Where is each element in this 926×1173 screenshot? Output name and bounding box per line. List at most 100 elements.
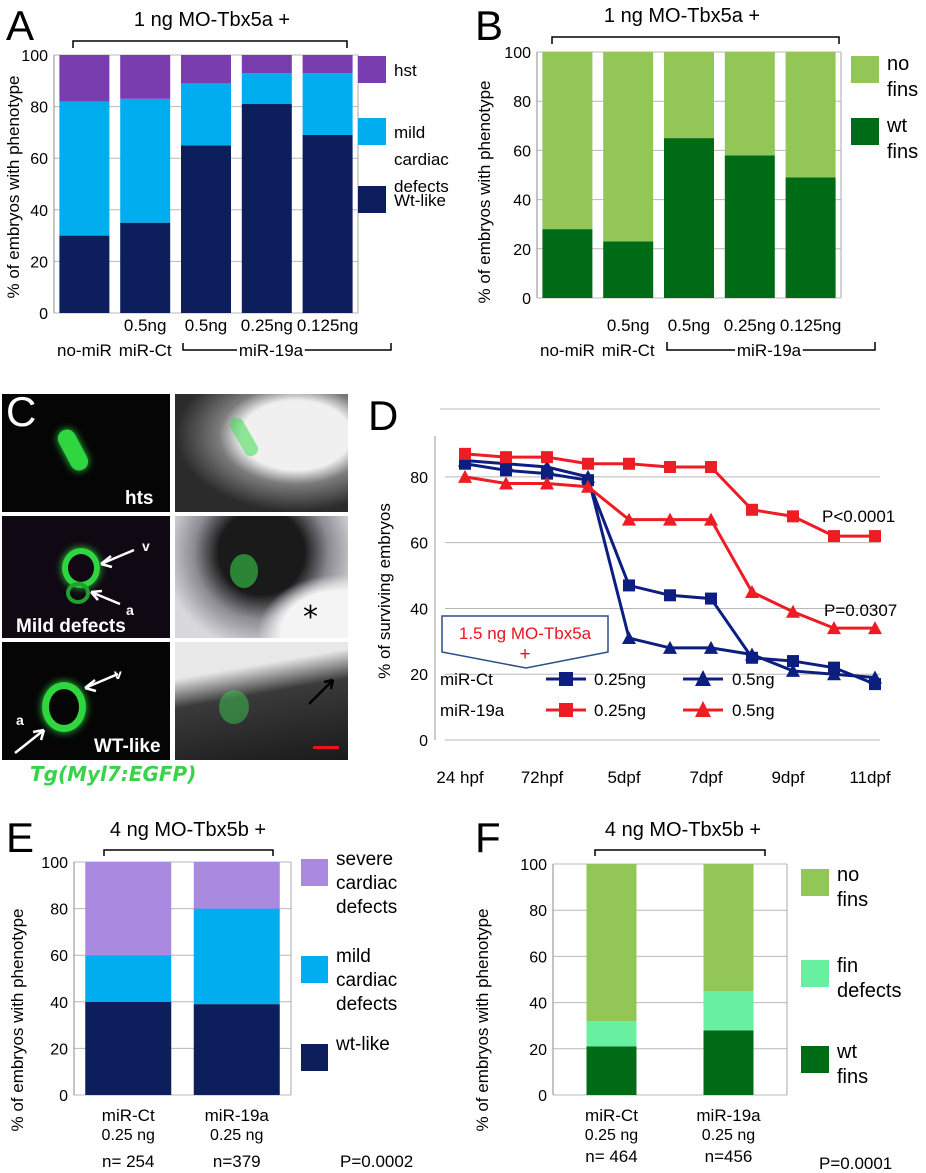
label-hts: hts — [125, 488, 154, 509]
panel-e-legend-label: wt-like — [335, 1034, 390, 1055]
panel-b-chart: 0 20 40 60 80 100 no-miR 0.5ng miR-Ct 0.5ng 0.25ng… — [504, 45, 842, 360]
panel-f-legend-label: defects — [837, 980, 901, 1002]
panel-d-point — [745, 585, 759, 598]
panel-d-point — [827, 667, 841, 681]
panel-e-xtick-label: miR-Ct — [102, 1106, 155, 1125]
panel-e-ytick-label: 20 — [50, 1041, 68, 1058]
panel-letter-b: B — [475, 2, 503, 49]
panel-a-bar-segment — [120, 98, 171, 223]
legend-dose-mirct-025: 0.25ng — [594, 670, 646, 689]
panel-f-dose-label: 0.25 ng — [702, 1127, 755, 1144]
panel-a-xtick-label: 0.5ng — [124, 316, 167, 335]
panel-f: F 4 ng MO-Tbx5b + % of embryos with phen… — [473, 814, 901, 1173]
legend-row-mirct: miR-Ct — [440, 670, 493, 689]
panel-a-ytick-label: 80 — [30, 100, 48, 117]
panel-d-xtick-label: 9dpf — [771, 768, 804, 787]
panel-d-ytick-label: 0 — [419, 733, 428, 750]
panel-d-point — [540, 476, 554, 490]
panel-e-legend-label: severe — [336, 849, 393, 870]
panel-e-ytick-label: 40 — [50, 995, 68, 1012]
panel-b-bar-segment — [542, 52, 593, 230]
transgene-caption: Tg(Myl7:EGFP) — [30, 762, 197, 786]
panel-e-bar-segment — [193, 862, 280, 909]
mild-atrium-signal — [66, 582, 90, 604]
panel-d-chart: 0 20 40 60 80 24 hpf 72hpf 5dpf 7dpf 9dpf 11dpf — [410, 408, 891, 787]
panel-d-point — [705, 461, 717, 474]
panel-a-bar-segment — [241, 55, 292, 74]
panel-d-point — [663, 640, 677, 654]
micrograph-mild-fluorescence: v a Mild defects — [2, 516, 170, 638]
panel-f-legend-label: wt — [836, 1041, 857, 1063]
panel-e-n-label: n=379 — [213, 1152, 261, 1171]
panel-b: B 1 ng MO-Tbx5a + % of embryos with phen… — [475, 2, 918, 363]
panel-a-bar-segment — [181, 55, 231, 84]
panel-f-bar-segment — [703, 1030, 754, 1095]
panel-e-legend-label: cardiac — [336, 970, 397, 991]
panel-d-point — [581, 479, 595, 493]
panel-d-point — [664, 461, 676, 474]
panel-d-point — [500, 451, 512, 464]
panel-d-point — [581, 469, 595, 483]
panel-f-legend-swatch — [801, 960, 829, 987]
panel-b-ytick-label: 100 — [504, 45, 531, 62]
panel-d-xtick-label: 72hpf — [521, 768, 564, 787]
panel-b-xtick-label: miR-Ct — [602, 341, 655, 360]
panel-b-bracket — [551, 36, 840, 44]
legend-dose-mir19a-05: 0.5ng — [732, 701, 775, 720]
legend-marker-mir19a-025 — [559, 703, 573, 717]
hts-heart-overlay — [227, 415, 261, 459]
panel-b-xtick-label: 0.5ng — [607, 316, 650, 335]
fin-arrow — [308, 678, 335, 705]
panel-b-bar-segment — [542, 229, 593, 298]
hts-heart-signal — [54, 426, 92, 474]
panel-e-legend-swatch — [301, 859, 328, 886]
panel-d-point — [459, 447, 471, 460]
panel-a-bracket — [72, 40, 348, 48]
wt-heart-signal — [42, 682, 86, 732]
panel-f-legend-swatch — [801, 1046, 829, 1073]
panel-e-chart: 0 20 40 60 80 100 miR-Ct 0.25 ng n= 254 miR-19a 0.… — [41, 855, 292, 1171]
panel-b-legend-label: wt — [886, 115, 907, 137]
panel-a-bar-segment — [302, 55, 353, 74]
label-v-mild: v — [142, 538, 150, 554]
panel-e-xtick-label: miR-19a — [205, 1106, 270, 1125]
panel-d-point — [868, 670, 882, 684]
panel-f-ylabel: % of embryos with phenotype — [473, 908, 492, 1131]
label-v-wt: v — [114, 666, 122, 682]
panel-f-ytick-label: 40 — [529, 996, 547, 1013]
panel-f-ytick-label: 100 — [520, 857, 547, 874]
panel-f-legend-label: fin — [837, 955, 858, 977]
panel-d-point — [541, 451, 553, 464]
panel-e-ytick-label: 0 — [59, 1088, 68, 1105]
panel-d-ytick-label: 60 — [410, 536, 428, 553]
panel-f-ytick-label: 20 — [529, 1042, 547, 1059]
panel-d-point — [786, 663, 800, 677]
panel-f-n-label: n= 464 — [585, 1147, 637, 1166]
panel-b-legend-label: fins — [887, 79, 918, 101]
panel-a-bar-segment — [120, 222, 171, 313]
panel-letter-e: E — [6, 814, 34, 861]
panel-e-legend-swatch — [301, 956, 328, 983]
panel-d-point — [458, 453, 472, 467]
panel-f-bar-segment — [586, 864, 637, 1022]
panel-a-xtick-label: 0.25ng — [241, 316, 293, 335]
panel-b-bar-segment — [724, 52, 775, 156]
panel-d-point — [869, 530, 881, 543]
panel-f-bracket — [594, 849, 766, 856]
panel-d-point — [664, 589, 676, 602]
micrograph-wt-fluorescence: v a WT-like — [2, 642, 170, 760]
panel-b-group-bracket — [666, 342, 876, 351]
panel-a-legend-label: Wt-like — [394, 191, 446, 210]
panel-d-legend: miR-Ct miR-19a 0.25ng 0.5ng 0.25ng 0.5ng — [440, 670, 775, 720]
panel-f-bar-segment — [703, 991, 754, 1031]
legend-dose-mir19a-025: 0.25ng — [594, 701, 646, 720]
panel-a-legend-label: cardiac — [394, 150, 449, 169]
panel-letter-c: C — [6, 388, 37, 435]
panel-a-xtick-label: 0.5ng — [185, 316, 228, 335]
micrograph-wt-brightfield — [175, 642, 348, 760]
panel-e-ytick-label: 60 — [50, 948, 68, 965]
panel-d-xtick-label: 5dpf — [607, 768, 640, 787]
panel-e-bar-segment — [193, 908, 280, 1005]
wt-heart-overlay — [219, 690, 249, 724]
panel-f-legend-label: fins — [837, 1066, 868, 1088]
